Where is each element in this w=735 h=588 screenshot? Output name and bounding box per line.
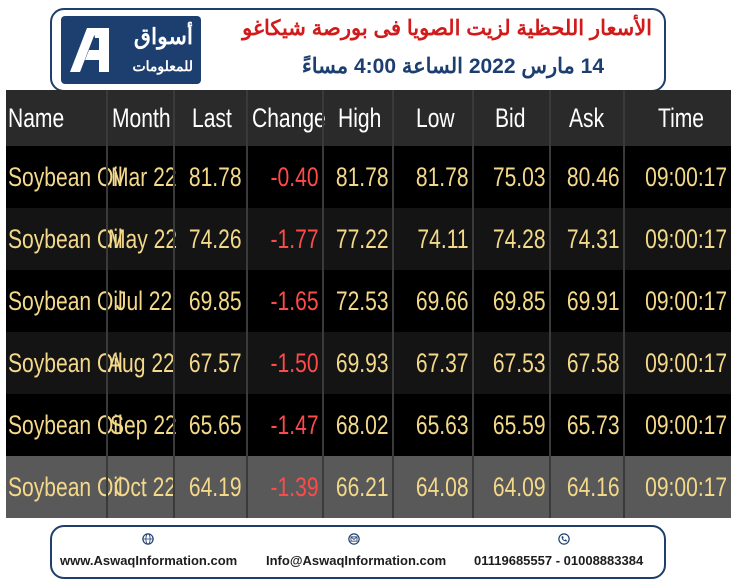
cell-low: 69.66 — [416, 285, 469, 316]
column-header-low[interactable]: Low — [416, 102, 455, 133]
cell-name: Soybean Oil — [8, 285, 123, 316]
column-header-change[interactable]: Change — [252, 102, 326, 133]
cell-last: 64.19 — [189, 471, 242, 502]
cell-time: 09:00:17 — [645, 285, 727, 316]
cell-month: Sep 22 — [110, 409, 177, 440]
cell-ask: 69.91 — [567, 285, 620, 316]
cell-ask: 67.58 — [567, 347, 620, 378]
cell-low: 64.08 — [416, 471, 469, 502]
cell-month: Mar 22 — [111, 161, 177, 192]
cell-change: -1.77 — [270, 223, 319, 254]
page-date: 14 مارس 2022 الساعة 4:00 مساءً — [301, 55, 604, 78]
table-row[interactable]: Soybean Oil May 22 74.26 -1.77 77.22 74.… — [6, 208, 731, 270]
cell-low: 81.78 — [416, 161, 469, 192]
column-header-high[interactable]: High — [338, 102, 382, 133]
cell-time: 09:00:17 — [645, 223, 727, 254]
column-header-last[interactable]: Last — [192, 102, 232, 133]
cell-last: 69.85 — [189, 285, 242, 316]
cell-time: 09:00:17 — [645, 409, 727, 440]
cell-last: 67.57 — [189, 347, 242, 378]
table-header-row: Name Month Last Change High Low Bid Ask … — [6, 90, 731, 146]
brand-subtitle: للمعلومات — [132, 58, 193, 74]
cell-ask: 74.31 — [567, 223, 620, 254]
cell-time: 09:00:17 — [645, 161, 727, 192]
column-divider — [106, 90, 108, 518]
phone-numbers[interactable]: 01119685557 - 01008883384 — [474, 553, 644, 568]
header-banner: أسواق للمعلومات الأسعار اللحظية لزيت الص… — [50, 8, 666, 92]
column-header-bid[interactable]: Bid — [495, 102, 526, 133]
column-divider — [472, 90, 474, 518]
cell-change: -1.65 — [270, 285, 319, 316]
mail-icon — [348, 533, 360, 545]
cell-bid: 67.53 — [493, 347, 546, 378]
column-header-time[interactable]: Time — [658, 102, 705, 133]
cell-last: 81.78 — [189, 161, 242, 192]
column-divider — [549, 90, 551, 518]
cell-low: 65.63 — [416, 409, 469, 440]
cell-ask: 80.46 — [567, 161, 620, 192]
cell-high: 72.53 — [336, 285, 389, 316]
column-divider — [392, 90, 394, 518]
column-divider — [623, 90, 625, 518]
cell-low: 74.11 — [417, 223, 469, 254]
table-row[interactable]: Soybean Oil Mar 22 81.78 -0.40 81.78 81.… — [6, 146, 731, 208]
table-row[interactable]: Soybean Oil Jul 22 69.85 -1.65 72.53 69.… — [6, 270, 731, 332]
column-header-month[interactable]: Month — [112, 102, 171, 133]
cell-name: Soybean Oil — [8, 409, 123, 440]
cell-bid: 65.59 — [493, 409, 546, 440]
column-header-ask[interactable]: Ask — [569, 102, 605, 133]
column-divider — [173, 90, 175, 518]
cell-change: -1.47 — [270, 409, 319, 440]
aswaq-logo-icon — [70, 28, 109, 72]
email-link[interactable]: Info@AswaqInformation.com — [266, 553, 447, 568]
cell-name: Soybean Oil — [8, 161, 123, 192]
globe-icon — [142, 533, 154, 545]
cell-change: -0.40 — [270, 161, 319, 192]
cell-bid: 69.85 — [493, 285, 546, 316]
cell-high: 68.02 — [336, 409, 389, 440]
cell-name: Soybean Oil — [8, 471, 123, 502]
cell-time: 09:00:17 — [645, 471, 727, 502]
cell-last: 65.65 — [189, 409, 242, 440]
cell-name: Soybean Oil — [8, 223, 123, 254]
footer-contact-bar: www.AswaqInformation.com Info@AswaqInfor… — [50, 525, 666, 579]
page-title: الأسعار اللحظية لزيت الصويا فى بورصة شيك… — [242, 17, 652, 40]
cell-bid: 74.28 — [493, 223, 546, 254]
cell-month: Aug 22 — [108, 347, 175, 378]
cell-time: 09:00:17 — [645, 347, 727, 378]
prices-table: Name Month Last Change High Low Bid Ask … — [6, 90, 731, 518]
cell-high: 66.21 — [336, 471, 389, 502]
column-divider — [246, 90, 248, 518]
brand-name: أسواق — [133, 24, 193, 49]
cell-high: 69.93 — [336, 347, 389, 378]
table-row[interactable]: Soybean Oil Aug 22 67.57 -1.50 69.93 67.… — [6, 332, 731, 394]
brand-logo[interactable]: أسواق للمعلومات — [61, 16, 201, 84]
cell-low: 67.37 — [416, 347, 469, 378]
cell-month: Oct 22 — [114, 471, 177, 502]
phone-icon — [558, 533, 570, 545]
cell-bid: 75.03 — [493, 161, 546, 192]
table-row[interactable]: Soybean Oil Oct 22 64.19 -1.39 66.21 64.… — [6, 456, 731, 518]
column-header-name[interactable]: Name — [8, 102, 65, 133]
cell-ask: 65.73 — [567, 409, 620, 440]
cell-month: Jul 22 — [116, 285, 173, 316]
cell-bid: 64.09 — [493, 471, 546, 502]
cell-name: Soybean Oil — [8, 347, 123, 378]
website-link[interactable]: www.AswaqInformation.com — [60, 553, 238, 568]
cell-month: May 22 — [108, 223, 178, 254]
column-divider — [322, 90, 324, 518]
table-row[interactable]: Soybean Oil Sep 22 65.65 -1.47 68.02 65.… — [6, 394, 731, 456]
cell-ask: 64.16 — [567, 471, 620, 502]
cell-change: -1.39 — [270, 471, 319, 502]
cell-high: 81.78 — [336, 161, 389, 192]
cell-high: 77.22 — [336, 223, 389, 254]
cell-last: 74.26 — [189, 223, 242, 254]
cell-change: -1.50 — [270, 347, 319, 378]
